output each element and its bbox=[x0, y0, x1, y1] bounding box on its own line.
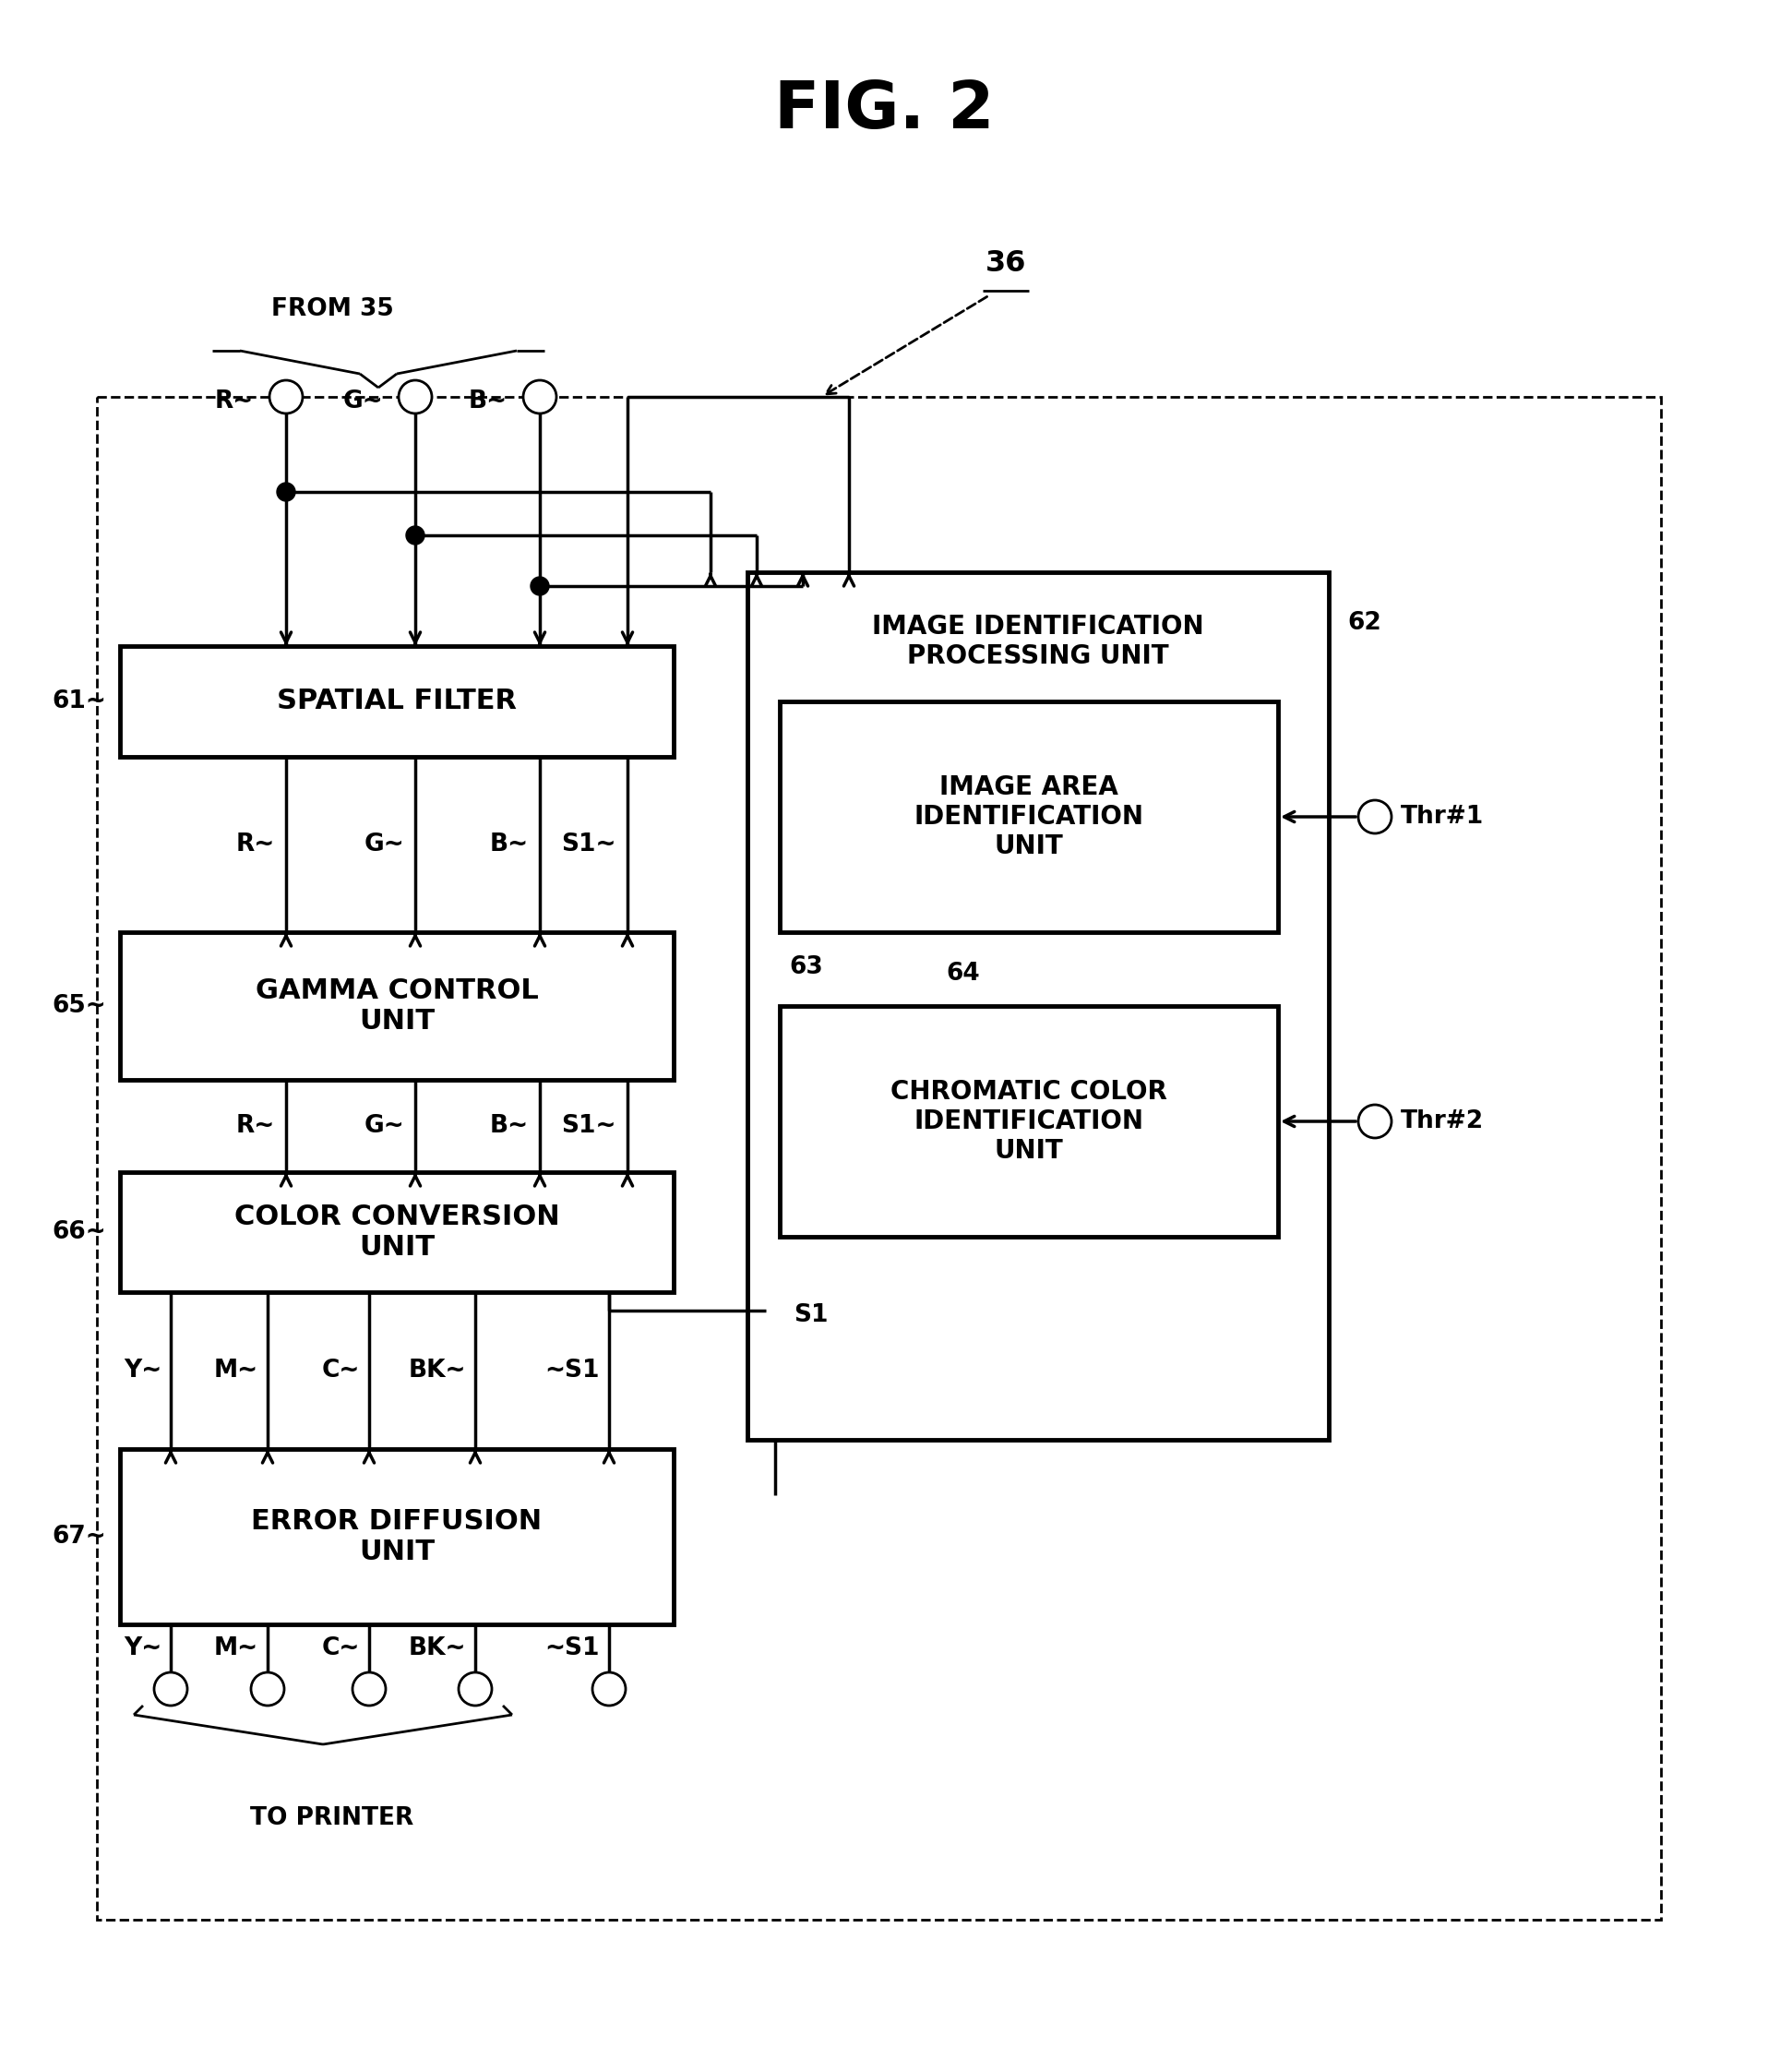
Text: S1~: S1~ bbox=[562, 1115, 617, 1138]
Text: G~: G~ bbox=[364, 1115, 405, 1138]
Text: IMAGE IDENTIFICATION
PROCESSING UNIT: IMAGE IDENTIFICATION PROCESSING UNIT bbox=[872, 613, 1204, 669]
Text: TO PRINTER: TO PRINTER bbox=[251, 1807, 414, 1830]
Text: 61~: 61~ bbox=[51, 690, 106, 713]
Circle shape bbox=[278, 483, 295, 501]
Bar bbox=[120, 646, 674, 756]
Text: B~: B~ bbox=[469, 390, 507, 414]
Bar bbox=[748, 572, 1330, 1440]
Circle shape bbox=[592, 1672, 626, 1705]
Bar bbox=[780, 1007, 1278, 1237]
Text: M~: M~ bbox=[214, 1359, 258, 1382]
Text: GAMMA CONTROL
UNIT: GAMMA CONTROL UNIT bbox=[255, 978, 537, 1034]
Text: 64: 64 bbox=[946, 961, 979, 986]
Text: ERROR DIFFUSION
UNIT: ERROR DIFFUSION UNIT bbox=[251, 1508, 543, 1566]
Text: ~S1: ~S1 bbox=[545, 1359, 599, 1382]
Text: CHROMATIC COLOR
IDENTIFICATION
UNIT: CHROMATIC COLOR IDENTIFICATION UNIT bbox=[891, 1080, 1167, 1164]
Text: BK~: BK~ bbox=[408, 1637, 467, 1660]
Bar bbox=[120, 1448, 674, 1624]
Text: SPATIAL FILTER: SPATIAL FILTER bbox=[278, 688, 516, 715]
Text: 65~: 65~ bbox=[51, 995, 106, 1017]
Circle shape bbox=[269, 381, 302, 414]
Circle shape bbox=[523, 381, 557, 414]
Text: 36: 36 bbox=[985, 249, 1025, 278]
Text: B~: B~ bbox=[490, 1115, 529, 1138]
Text: R~: R~ bbox=[214, 390, 255, 414]
Circle shape bbox=[1358, 800, 1391, 833]
Text: S1: S1 bbox=[794, 1303, 827, 1328]
Bar bbox=[120, 932, 674, 1080]
Text: Y~: Y~ bbox=[124, 1637, 161, 1660]
Text: IMAGE AREA
IDENTIFICATION
UNIT: IMAGE AREA IDENTIFICATION UNIT bbox=[914, 775, 1144, 860]
Bar bbox=[97, 398, 1660, 1921]
Bar bbox=[780, 702, 1278, 932]
Text: FROM 35: FROM 35 bbox=[271, 296, 394, 321]
Text: 63: 63 bbox=[789, 955, 822, 980]
Text: C~: C~ bbox=[322, 1359, 361, 1382]
Text: C~: C~ bbox=[322, 1637, 361, 1660]
Circle shape bbox=[352, 1672, 385, 1705]
Text: S1~: S1~ bbox=[562, 833, 617, 856]
Text: 66~: 66~ bbox=[51, 1220, 106, 1243]
Text: Thr#1: Thr#1 bbox=[1400, 804, 1483, 829]
Circle shape bbox=[530, 576, 550, 595]
Text: 67~: 67~ bbox=[51, 1525, 106, 1548]
Text: M~: M~ bbox=[214, 1637, 258, 1660]
Circle shape bbox=[154, 1672, 187, 1705]
Circle shape bbox=[458, 1672, 492, 1705]
Text: COLOR CONVERSION
UNIT: COLOR CONVERSION UNIT bbox=[233, 1204, 559, 1262]
Text: FIG. 2: FIG. 2 bbox=[774, 79, 994, 143]
Text: BK~: BK~ bbox=[408, 1359, 467, 1382]
Text: G~: G~ bbox=[343, 390, 384, 414]
Text: G~: G~ bbox=[364, 833, 405, 856]
Circle shape bbox=[251, 1672, 285, 1705]
Circle shape bbox=[398, 381, 431, 414]
Text: R~: R~ bbox=[235, 1115, 276, 1138]
Text: Y~: Y~ bbox=[124, 1359, 161, 1382]
Text: ~S1: ~S1 bbox=[545, 1637, 599, 1660]
Text: B~: B~ bbox=[490, 833, 529, 856]
Text: R~: R~ bbox=[235, 833, 276, 856]
Circle shape bbox=[1358, 1104, 1391, 1138]
Text: Thr#2: Thr#2 bbox=[1400, 1109, 1483, 1133]
Bar bbox=[120, 1173, 674, 1293]
Text: 62: 62 bbox=[1347, 611, 1381, 634]
Circle shape bbox=[407, 526, 424, 545]
